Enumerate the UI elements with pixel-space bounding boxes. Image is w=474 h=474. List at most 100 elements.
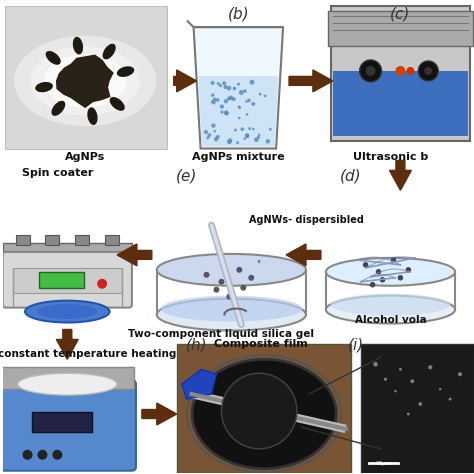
Ellipse shape (326, 296, 455, 324)
Circle shape (246, 135, 249, 138)
Bar (105, 235, 119, 245)
Circle shape (227, 86, 231, 91)
Ellipse shape (102, 44, 116, 59)
Circle shape (257, 136, 260, 138)
Circle shape (217, 82, 220, 85)
Ellipse shape (46, 51, 61, 65)
Circle shape (234, 128, 237, 131)
Circle shape (244, 89, 246, 92)
Circle shape (216, 98, 219, 102)
Text: Ultrasonic b: Ultrasonic b (353, 153, 428, 163)
Ellipse shape (331, 294, 450, 316)
Polygon shape (117, 244, 152, 266)
Circle shape (370, 282, 375, 288)
Circle shape (249, 80, 255, 85)
Circle shape (374, 362, 378, 366)
Circle shape (225, 111, 229, 116)
Circle shape (204, 130, 208, 134)
Circle shape (227, 294, 232, 300)
Ellipse shape (18, 373, 117, 395)
Circle shape (211, 93, 215, 97)
Circle shape (380, 277, 385, 283)
FancyBboxPatch shape (3, 252, 132, 308)
Ellipse shape (14, 36, 156, 126)
Circle shape (246, 113, 248, 116)
Circle shape (264, 94, 266, 97)
Circle shape (223, 85, 228, 89)
Circle shape (219, 84, 222, 87)
Text: (h): (h) (186, 337, 208, 353)
Circle shape (213, 98, 216, 101)
Bar (331, 6, 470, 141)
Circle shape (269, 128, 272, 131)
Bar (0, 367, 134, 389)
Circle shape (216, 135, 219, 139)
Bar (328, 11, 473, 46)
Circle shape (203, 272, 210, 278)
Ellipse shape (30, 46, 140, 116)
Circle shape (220, 110, 224, 114)
Circle shape (97, 279, 107, 289)
Circle shape (258, 134, 260, 136)
Circle shape (224, 99, 228, 103)
Bar (16, 235, 29, 245)
Circle shape (407, 412, 410, 415)
Circle shape (248, 275, 254, 281)
Circle shape (236, 141, 239, 144)
Circle shape (214, 137, 219, 141)
Text: AgNWs- dispersibled: AgNWs- dispersibled (249, 215, 364, 225)
Text: 10μm: 10μm (375, 461, 392, 466)
Circle shape (254, 137, 259, 142)
Circle shape (251, 102, 255, 106)
Circle shape (238, 117, 240, 119)
Bar (333, 71, 468, 136)
Circle shape (247, 99, 251, 102)
Text: Spin coater: Spin coater (22, 168, 93, 178)
Circle shape (237, 267, 242, 273)
Circle shape (395, 66, 405, 76)
Polygon shape (286, 244, 321, 266)
Circle shape (240, 285, 246, 291)
Text: (d): (d) (340, 168, 362, 183)
Circle shape (394, 390, 397, 392)
Bar (361, 345, 474, 473)
Circle shape (239, 90, 244, 95)
Circle shape (424, 67, 432, 75)
Circle shape (419, 402, 422, 406)
Circle shape (252, 128, 255, 130)
Circle shape (206, 137, 210, 139)
Circle shape (376, 269, 381, 274)
Circle shape (449, 398, 452, 401)
Ellipse shape (157, 299, 306, 330)
Ellipse shape (37, 304, 97, 319)
Text: Alcohol vola: Alcohol vola (355, 315, 426, 325)
Circle shape (228, 138, 232, 143)
Text: AgNPs: AgNPs (65, 153, 105, 163)
Bar (39, 272, 84, 288)
Polygon shape (193, 27, 283, 148)
Circle shape (210, 81, 215, 85)
Circle shape (391, 257, 396, 263)
Bar (75, 235, 89, 245)
Ellipse shape (44, 55, 127, 107)
Circle shape (240, 128, 244, 131)
Circle shape (211, 100, 216, 104)
Text: (i): (i) (347, 337, 364, 353)
Circle shape (419, 61, 438, 81)
Circle shape (398, 275, 403, 281)
Circle shape (244, 137, 246, 140)
Text: °: ° (256, 260, 260, 269)
Circle shape (227, 97, 231, 100)
Ellipse shape (326, 258, 455, 286)
Circle shape (244, 90, 246, 93)
Ellipse shape (73, 37, 83, 55)
Ellipse shape (35, 82, 53, 92)
Text: Two-component liquid silica gel: Two-component liquid silica gel (128, 329, 314, 339)
Circle shape (237, 82, 240, 86)
Circle shape (245, 133, 249, 138)
Ellipse shape (117, 66, 134, 77)
Circle shape (213, 287, 219, 292)
Ellipse shape (52, 101, 65, 116)
Polygon shape (182, 369, 217, 399)
Circle shape (229, 96, 233, 100)
